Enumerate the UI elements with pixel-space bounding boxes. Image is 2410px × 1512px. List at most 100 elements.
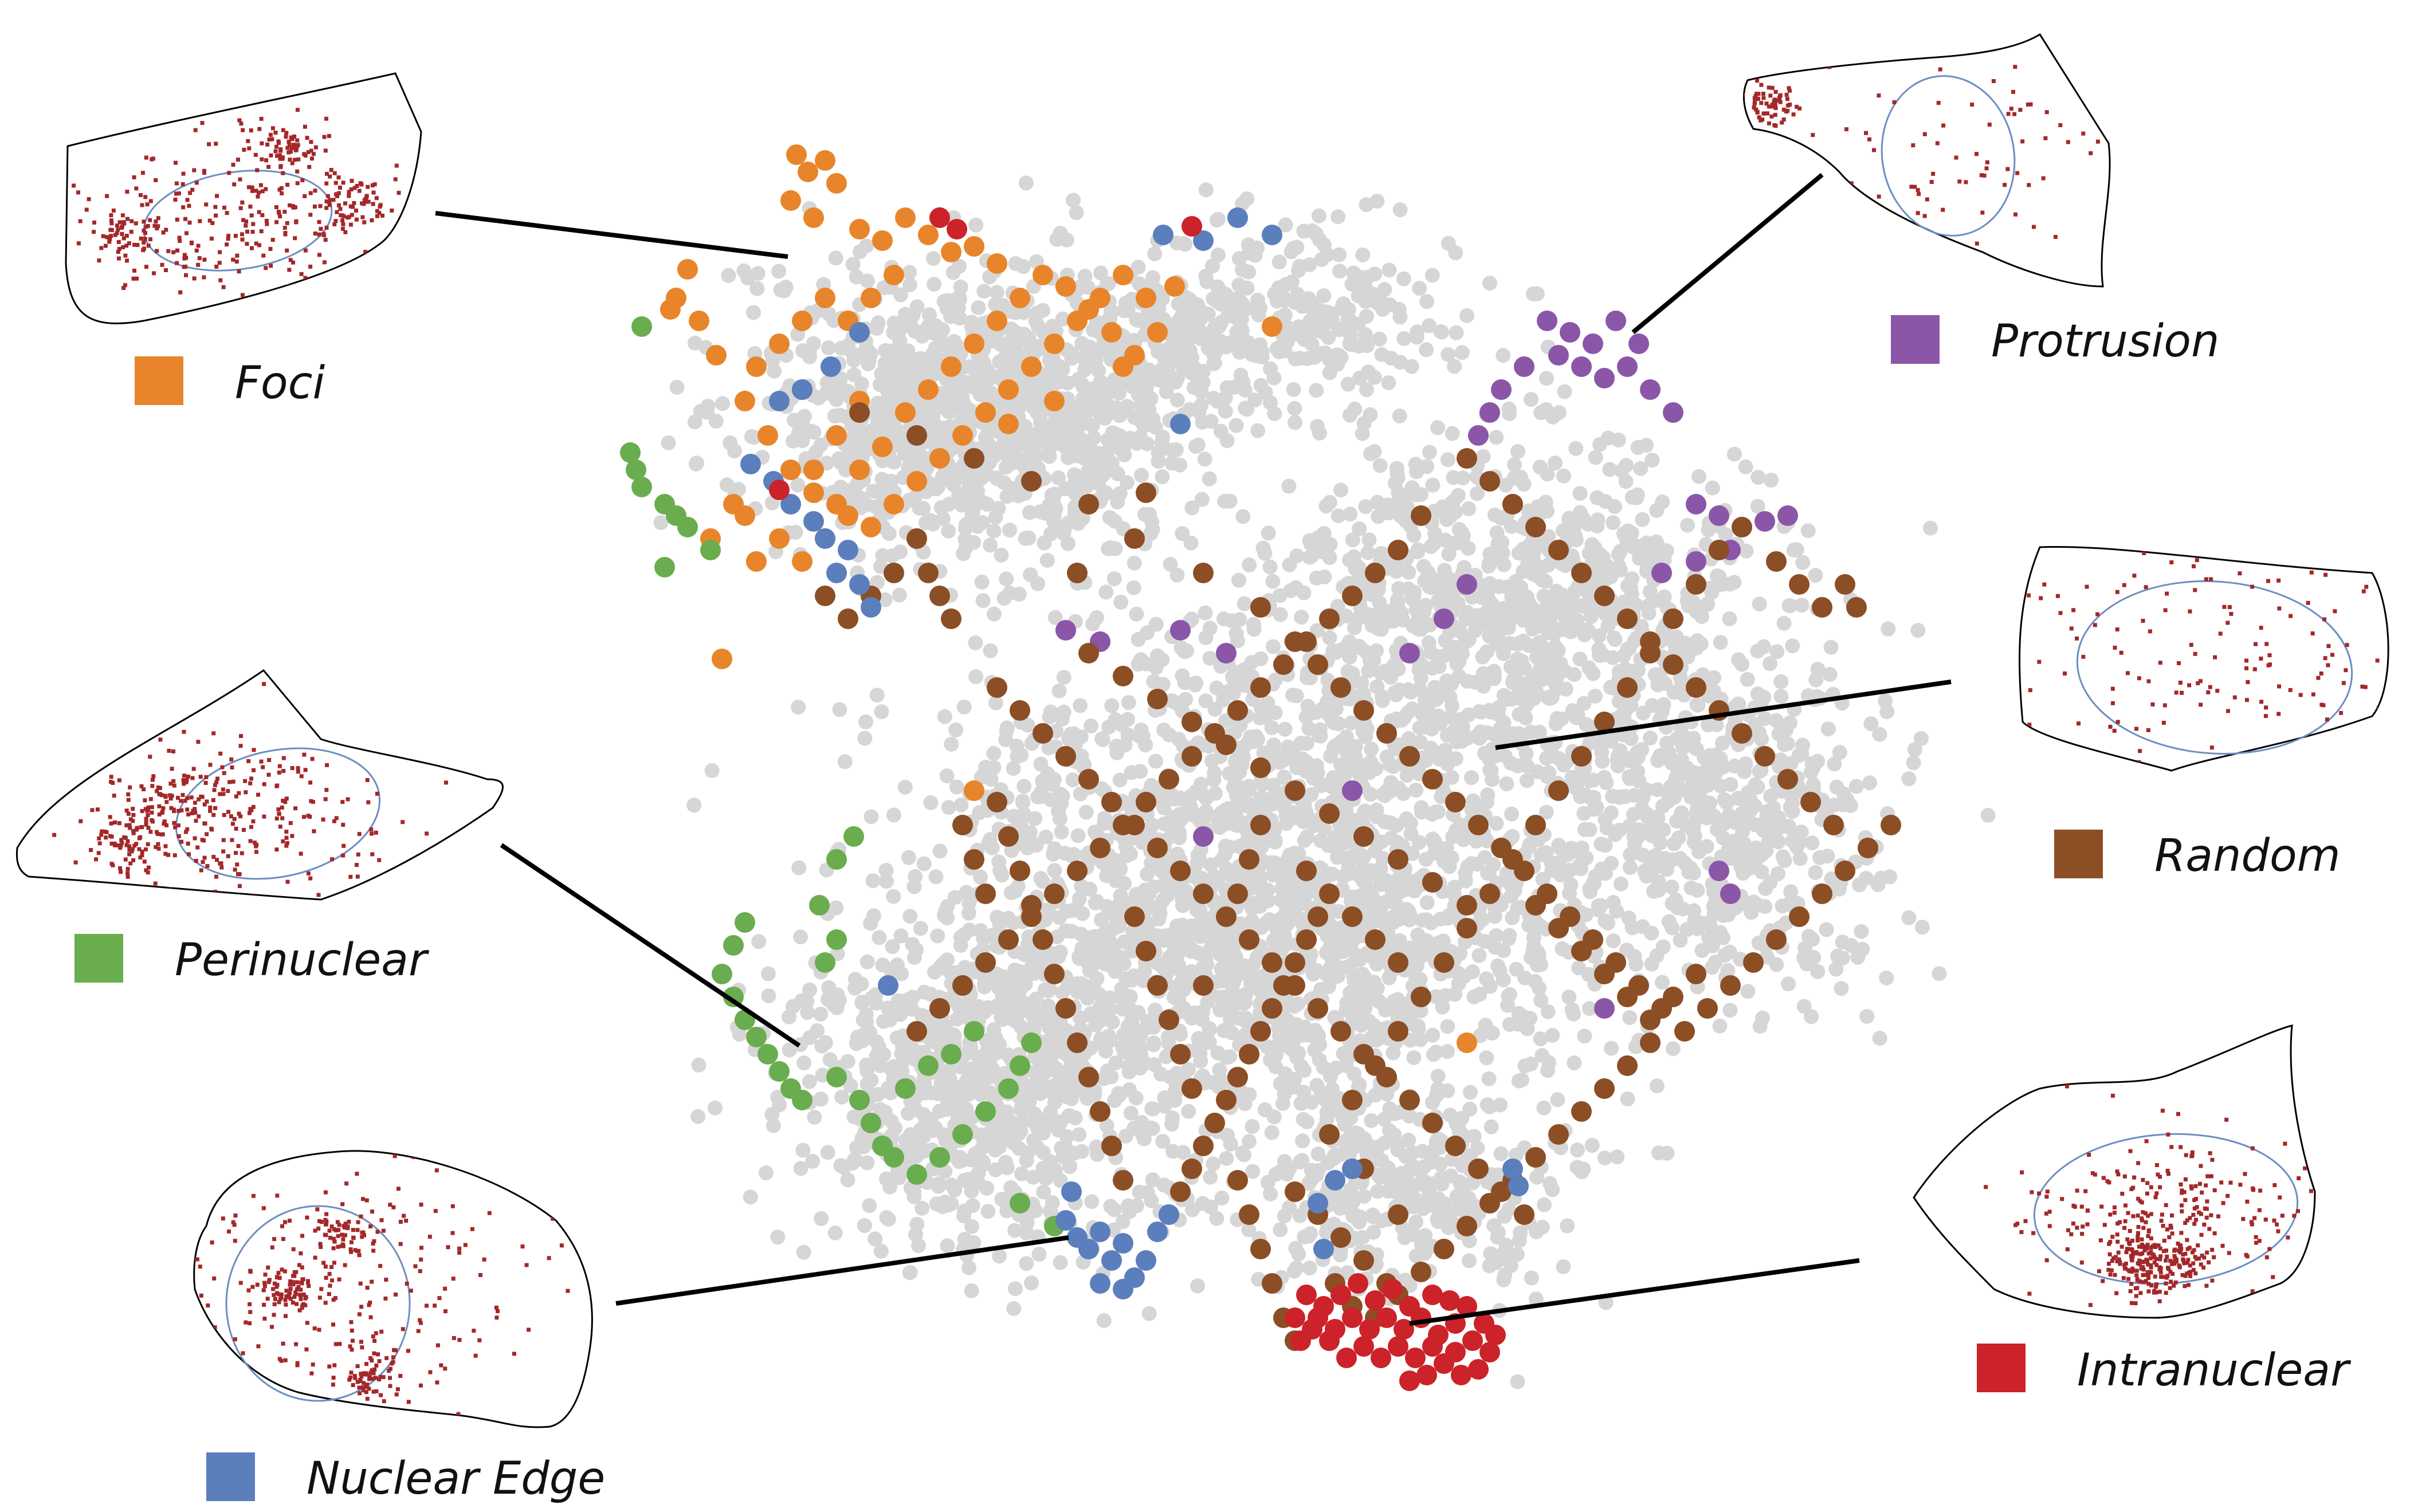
background-point [1016, 779, 1032, 794]
background-point [1418, 852, 1434, 867]
background-point [999, 489, 1015, 504]
background-point [1502, 406, 1517, 422]
background-point [1210, 974, 1225, 989]
background-point [1206, 1156, 1221, 1172]
background-point [1443, 496, 1459, 511]
background-point [1059, 1129, 1075, 1144]
background-point [1194, 398, 1209, 413]
background-point [819, 386, 834, 401]
background-point [1140, 377, 1155, 392]
background-point [1680, 517, 1695, 533]
background-point [760, 966, 776, 981]
background-point [1554, 711, 1569, 726]
background-point [1341, 302, 1356, 317]
background-point [1053, 407, 1069, 423]
background-point [1066, 847, 1081, 862]
background-point [1372, 595, 1387, 611]
background-point [790, 477, 806, 493]
background-point [872, 930, 887, 945]
background-point [892, 587, 907, 603]
background-point [1151, 912, 1167, 926]
background-point [959, 539, 974, 555]
background-point [1496, 348, 1511, 363]
background-point [1008, 256, 1023, 271]
background-point [813, 1007, 829, 1022]
background-point [846, 1109, 862, 1125]
background-point [1260, 695, 1275, 710]
background-point [1250, 423, 1266, 438]
background-point [948, 722, 964, 737]
background-point [1295, 894, 1310, 909]
background-point [1538, 402, 1554, 417]
background-point [1654, 975, 1670, 990]
background-point [813, 1091, 829, 1107]
background-point [1100, 1063, 1115, 1078]
background-point [1567, 596, 1582, 611]
background-point [1250, 292, 1265, 308]
background-point [1291, 262, 1306, 278]
background-point [1267, 406, 1282, 422]
background-point [1122, 846, 1138, 862]
background-point [840, 1172, 855, 1188]
background-point [1357, 327, 1373, 342]
background-point [1228, 626, 1244, 641]
background-point [998, 349, 1013, 365]
background-point [1324, 308, 1340, 323]
background-point [1506, 672, 1521, 688]
background-point [1783, 598, 1798, 614]
background-point [1080, 955, 1096, 971]
background-point [1019, 531, 1034, 546]
background-point [1510, 1374, 1525, 1389]
background-point [827, 409, 842, 424]
background-point [975, 593, 991, 608]
background-point [1334, 734, 1349, 749]
background-point [1024, 376, 1039, 392]
background-point [1346, 265, 1361, 281]
background-point [1069, 205, 1084, 220]
background-point [926, 435, 941, 450]
background-point [826, 313, 841, 328]
background-point [1432, 912, 1448, 927]
background-point [1219, 1050, 1234, 1065]
background-point [945, 265, 961, 280]
background-point [1245, 1119, 1260, 1134]
background-point [1425, 477, 1440, 493]
background-point [1540, 594, 1555, 610]
background-point [1643, 731, 1658, 745]
background-point [1145, 270, 1160, 285]
background-point [1339, 1058, 1354, 1073]
background-point [715, 396, 730, 411]
background-point [1482, 276, 1497, 291]
background-point [1540, 1004, 1556, 1019]
background-point [1309, 1078, 1325, 1093]
background-point [1101, 276, 1116, 291]
background-point [1273, 607, 1288, 622]
background-point [1116, 442, 1131, 457]
background-point [1659, 543, 1674, 559]
background-point [746, 305, 762, 320]
background-point [1372, 458, 1388, 473]
background-point [1309, 570, 1324, 586]
background-point [1630, 487, 1645, 502]
background-point [1454, 734, 1469, 749]
background-point [1199, 274, 1215, 289]
background-point [1375, 693, 1390, 708]
background-point [859, 273, 875, 289]
background-point [1507, 457, 1522, 472]
background-point [1368, 761, 1384, 776]
background-point [1575, 510, 1591, 525]
background-point [1088, 895, 1103, 910]
background-point [907, 490, 923, 505]
background-point [1383, 815, 1398, 830]
background-point [1519, 697, 1534, 713]
background-point [1060, 450, 1076, 465]
background-point [1161, 727, 1177, 743]
background-point [1070, 828, 1086, 843]
background-point [1622, 641, 1637, 656]
background-point [1316, 288, 1332, 304]
background-point [1078, 804, 1094, 820]
background-point [1102, 1002, 1118, 1017]
background-point [793, 929, 808, 945]
background-point [1035, 1145, 1051, 1160]
